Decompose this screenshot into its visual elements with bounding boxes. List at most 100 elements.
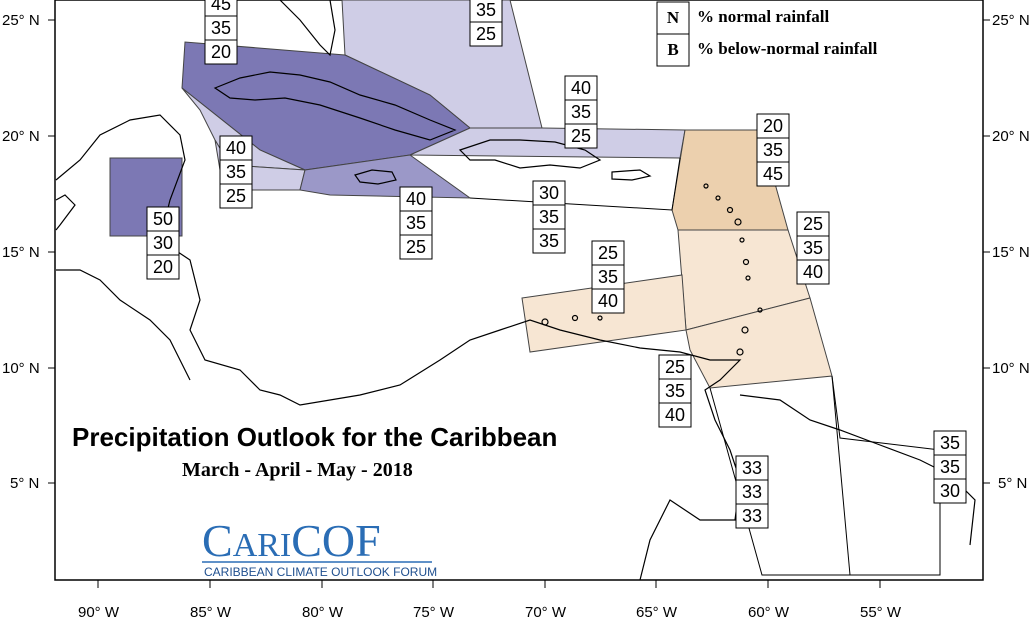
prob-stack-abc-islands: 25 35 40 xyxy=(591,240,625,314)
prob-box xyxy=(219,159,253,185)
lat-label: 10° N xyxy=(2,360,40,377)
prob-value: 40 xyxy=(598,291,618,311)
prob-box xyxy=(219,135,253,161)
prob-box xyxy=(756,161,790,187)
lat-labels-left: 25° N 20° N 15° N 10° N 5° N xyxy=(2,12,40,492)
prob-value: 35 xyxy=(940,457,960,477)
lon-label: 80° W xyxy=(302,604,344,621)
prob-value: 25 xyxy=(226,186,246,206)
prob-box xyxy=(796,235,830,261)
lon-label: 75° W xyxy=(413,604,455,621)
prob-value: 35 xyxy=(763,140,783,160)
prob-box xyxy=(591,240,625,266)
prob-value: 40 xyxy=(665,405,685,425)
prob-box xyxy=(658,354,692,380)
prob-stack-belize: 50 30 20 xyxy=(146,206,180,280)
lon-label: 70° W xyxy=(525,604,567,621)
lat-label: 20° N xyxy=(2,128,40,145)
prob-value: 30 xyxy=(539,183,559,203)
lon-label: 55° W xyxy=(860,604,902,621)
lon-label: 60° W xyxy=(748,604,790,621)
prob-value: 30 xyxy=(940,481,960,501)
prob-stack-leewards: 20 35 45 xyxy=(756,113,790,187)
prob-stack-trinidad: 25 35 40 xyxy=(658,354,692,428)
lat-label: 15° N xyxy=(2,244,40,261)
prob-value: 45 xyxy=(211,0,231,14)
prob-value: 33 xyxy=(742,458,762,478)
lat-label: 20° N xyxy=(992,128,1030,145)
prob-box xyxy=(735,503,769,529)
lat-label: 5° N xyxy=(10,475,39,492)
graticule-ticks xyxy=(48,19,990,588)
prob-value: 20 xyxy=(211,42,231,62)
legend: N % normal rainfall B % below-normal rai… xyxy=(656,1,878,67)
prob-value: 25 xyxy=(476,24,496,44)
prob-box xyxy=(796,259,830,285)
prob-value: 25 xyxy=(406,237,426,257)
prob-box xyxy=(146,230,180,256)
legend-key-box xyxy=(656,33,690,67)
prob-stack-cayman: 40 35 25 xyxy=(219,135,253,209)
map-title: Precipitation Outlook for the Caribbean xyxy=(72,422,557,452)
prob-stack-jamaica: 40 35 25 xyxy=(399,186,433,260)
prob-box xyxy=(564,99,598,125)
prob-box xyxy=(399,186,433,212)
prob-box xyxy=(933,430,967,456)
prob-value: 20 xyxy=(153,257,173,277)
prob-value: 33 xyxy=(742,482,762,502)
zone-hispaniola-north xyxy=(409,127,686,159)
coastlines xyxy=(55,0,976,581)
prob-value: 35 xyxy=(406,213,426,233)
prob-box xyxy=(146,254,180,280)
prob-box xyxy=(564,123,598,149)
lat-label: 25° N xyxy=(2,12,40,29)
caricof-logo: CARICOF CARIBBEAN CLIMATE OUTLOOK FORUM xyxy=(202,515,437,579)
prob-stack-windwards: 25 35 40 xyxy=(796,211,830,285)
lon-label: 90° W xyxy=(78,604,120,621)
prob-value: 35 xyxy=(539,231,559,251)
logo-tagline: CARIBBEAN CLIMATE OUTLOOK FORUM xyxy=(204,565,437,579)
legend-key-b: B xyxy=(667,40,678,59)
prob-box xyxy=(756,113,790,139)
prob-value: 40 xyxy=(226,138,246,158)
prob-value: 40 xyxy=(803,262,823,282)
prob-box xyxy=(756,137,790,163)
prob-value: 25 xyxy=(571,126,591,146)
prob-value: 45 xyxy=(763,164,783,184)
prob-value: 35 xyxy=(476,0,496,20)
prob-value: 25 xyxy=(598,243,618,263)
prob-stack-bahamas-south: 40 35 25 xyxy=(564,75,598,149)
lat-labels-right: 25° N 20° N 15° N 10° N 5° N xyxy=(992,12,1030,492)
prob-value: 35 xyxy=(539,207,559,227)
prob-value: 35 xyxy=(571,102,591,122)
lat-label: 5° N xyxy=(998,475,1027,492)
prob-stack-cuba-west: 45 35 20 xyxy=(204,0,238,65)
prob-value: 33 xyxy=(742,506,762,526)
prob-value: 50 xyxy=(153,209,173,229)
prob-box xyxy=(658,378,692,404)
prob-box xyxy=(204,39,238,65)
lat-label: 10° N xyxy=(992,360,1030,377)
prob-value: 35 xyxy=(803,238,823,258)
lon-label: 85° W xyxy=(190,604,232,621)
prob-box xyxy=(564,75,598,101)
legend-key-n: N xyxy=(667,8,680,27)
prob-box xyxy=(532,204,566,230)
prob-box xyxy=(591,288,625,314)
prob-stack-suriname: 35 35 30 xyxy=(933,430,967,504)
prob-value: 30 xyxy=(153,233,173,253)
prob-box xyxy=(469,21,503,47)
map-subtitle: March - April - May - 2018 xyxy=(182,459,413,481)
prob-value: 25 xyxy=(803,214,823,234)
logo-wordmark: CARICOF xyxy=(202,515,381,566)
prob-stack-hispaniola: 30 35 35 xyxy=(532,180,566,254)
prob-box xyxy=(532,228,566,254)
legend-label-b: % below-normal rainfall xyxy=(697,39,878,58)
zone-trinidad xyxy=(685,297,833,389)
lon-label: 65° W xyxy=(636,604,678,621)
prob-value: 35 xyxy=(940,433,960,453)
prob-box xyxy=(399,210,433,236)
prob-value: 35 xyxy=(211,18,231,38)
